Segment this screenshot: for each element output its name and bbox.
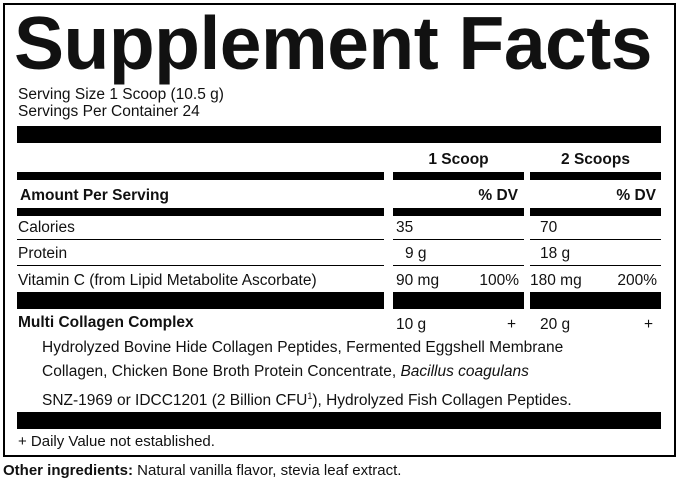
nutrient-name: Calories: [18, 219, 75, 236]
blend-ingredients-line: SNZ-1969 or IDCC1201 (2 Billion CFU1), H…: [42, 391, 572, 410]
nutrient-amount-1: 35: [396, 219, 414, 236]
other-ingredients: Other ingredients: Natural vanilla flavo…: [3, 462, 402, 479]
nutrient-amount-1: 90 mg: [396, 272, 440, 289]
divider-bar: [17, 208, 384, 216]
nutrient-name: Vitamin C (from Lipid Metabolite Ascorba…: [18, 272, 317, 289]
blend-dv-2: +: [644, 316, 654, 333]
divider-bar: [17, 412, 661, 429]
nutrient-amount-2: 18 g: [540, 245, 571, 262]
divider-bar: [530, 208, 661, 216]
dv-label-1: % DV: [478, 187, 518, 204]
divider-bar: [393, 208, 524, 216]
divider-bar: [17, 172, 384, 180]
nutrient-amount-2: 180 mg: [530, 272, 582, 289]
supplement-facts-panel: [3, 3, 676, 457]
nutrient-name: Protein: [18, 245, 68, 262]
servings-per-container: Servings Per Container 24: [18, 103, 200, 120]
nutrient-amount-2: 70: [540, 219, 558, 236]
amount-per-serving-label: Amount Per Serving: [20, 187, 169, 204]
divider-bar: [530, 172, 661, 180]
blend-ingredients-line: Collagen, Chicken Bone Broth Protein Con…: [42, 363, 529, 380]
blend-name: Multi Collagen Complex: [18, 314, 194, 331]
divider-bar: [393, 292, 524, 309]
panel-title: Supplement Facts: [14, 1, 652, 85]
nutrient-dv-1: 100%: [479, 272, 519, 289]
serving-size: Serving Size 1 Scoop (10.5 g): [18, 86, 224, 103]
divider-bar: [393, 172, 524, 180]
divider-bar: [530, 292, 661, 309]
blend-ingredients-line: Hydrolyzed Bovine Hide Collagen Peptides…: [42, 339, 564, 356]
column-header-2: 2 Scoops: [561, 151, 630, 168]
blend-dv-1: +: [507, 316, 517, 333]
column-header-1: 1 Scoop: [428, 151, 489, 168]
divider-bar: [17, 126, 661, 143]
dv-label-2: % DV: [616, 187, 656, 204]
nutrient-amount-1: 9 g: [405, 245, 427, 262]
divider-bar: [17, 292, 384, 309]
blend-amount-1: 10 g: [396, 316, 427, 333]
nutrient-dv-2: 200%: [617, 272, 657, 289]
blend-amount-2: 20 g: [540, 316, 571, 333]
footnote: + Daily Value not established.: [18, 433, 215, 450]
